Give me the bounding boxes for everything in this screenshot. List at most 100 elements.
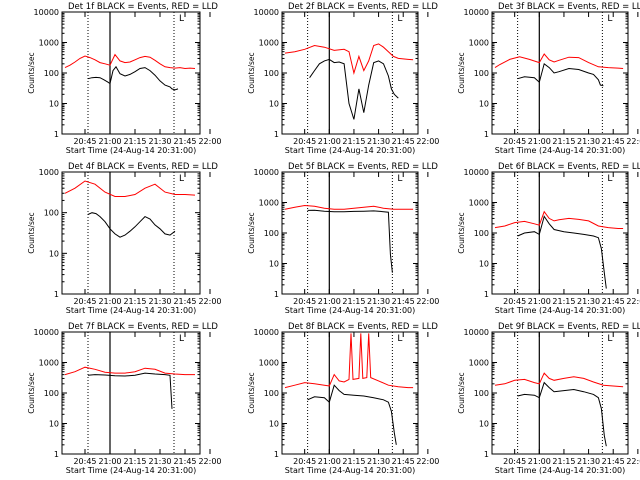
series-events-line [87,65,179,91]
x-tick-label: 21:15 [123,137,146,146]
series-lld-line [64,180,196,197]
y-tick-label: 1 [274,130,279,139]
series-lld-line [64,366,195,376]
x-tick-label: 21:15 [552,457,575,466]
y-tick-label: 100 [474,229,489,238]
x-tick-label: 21:15 [342,297,365,306]
x-tick-label: 21:30 [367,297,390,306]
series-lld-line [284,333,414,389]
y-tick-label: 10000 [464,8,489,17]
x-tick-label: 22:00 [198,457,221,466]
x-tick-label: 20:45 [73,457,96,466]
x-tick-label: 21:45 [602,297,625,306]
panel-det-3: Det 3f BLACK = Events, RED = LLD 1 10 100 10… [457,2,640,155]
plot-frame [61,331,201,455]
series-lld-line [494,210,624,229]
y-tick-label: 10 [269,100,279,109]
x-tick-label: 21:45 [173,137,196,146]
y-tick-label: 100 [264,389,279,398]
series-events-line [309,58,399,120]
x-tick-label: 21:30 [148,297,171,306]
y-tick-label: 10 [49,100,59,109]
y-tick-label: 10000 [254,168,279,177]
panel-det-8: Det 8f BLACK = Events, RED = LLD 1 10 100 10… [247,322,439,475]
y-tick-label: 10000 [254,8,279,17]
corner-mark: L [607,334,612,344]
y-tick-label: 1000 [469,39,489,48]
series-events-line [517,215,607,289]
x-tick-label: 21:45 [173,457,196,466]
x-tick-label: 21:45 [392,137,415,146]
y-tick-label: 10000 [34,328,59,337]
plot-frame [491,171,629,295]
panel-title: Det 7f BLACK = Events, RED = LLD [68,322,218,332]
x-tick-label: 21:15 [342,137,365,146]
panel-title: Det 8f BLACK = Events, RED = LLD [288,322,438,332]
corner-mark: L [179,334,184,344]
y-tick-label: 10000 [464,168,489,177]
corner-mark: L [397,174,402,184]
x-tick-label: 22:00 [416,297,439,306]
plot-frame [61,171,201,295]
panel-title: Det 2f BLACK = Events, RED = LLD [288,2,438,12]
y-tick-label: 100 [474,69,489,78]
series-events-line [87,212,176,238]
panel-det-5: Det 5f BLACK = Events, RED = LLD 1 10 100 10… [247,162,439,315]
panel-title: Det 5f BLACK = Events, RED = LLD [288,162,438,172]
corner-mark: L [607,14,612,24]
x-axis-label: Start Time (24-Aug-14 20:31:00) [285,306,416,315]
plot-frame [491,331,629,455]
y-tick-label: 1000 [469,199,489,208]
x-tick-label: 20:45 [293,457,316,466]
x-tick-label: 22:00 [626,457,640,466]
y-tick-label: 1 [274,450,279,459]
x-tick-label: 21:30 [367,457,390,466]
x-tick-label: 22:00 [626,137,640,146]
x-tick-label: 21:00 [318,297,341,306]
y-tick-label: 10 [479,100,489,109]
plot-frame [491,11,629,135]
y-axis-label: Counts/sec [457,372,466,413]
x-axis-label: Start Time (24-Aug-14 20:31:00) [66,306,197,315]
y-tick-label: 1000 [469,359,489,368]
x-axis-label: Start Time (24-Aug-14 20:31:00) [495,466,626,475]
y-tick-label: 10 [49,420,59,429]
x-tick-label: 20:45 [73,297,96,306]
y-tick-label: 100 [264,229,279,238]
x-tick-label: 21:45 [392,457,415,466]
x-tick-label: 21:15 [552,297,575,306]
y-tick-label: 10000 [464,328,489,337]
panel-title: Det 1f BLACK = Events, RED = LLD [68,2,218,12]
y-tick-label: 1 [54,290,59,299]
y-tick-label: 1 [274,290,279,299]
y-tick-label: 10 [49,249,59,258]
corner-mark: L [397,14,402,24]
y-axis-label: Counts/sec [457,212,466,253]
x-tick-label: 22:00 [198,297,221,306]
panel-det-7: Det 7f BLACK = Events, RED = LLD 1 10 100 10… [27,322,222,475]
x-tick-label: 21:15 [123,297,146,306]
panel-det-2: Det 2f BLACK = Events, RED = LLD 1 10 100 10… [247,2,439,155]
plot-frame [281,171,419,295]
x-axis-label: Start Time (24-Aug-14 20:31:00) [285,146,416,155]
y-tick-label: 1000 [259,359,279,368]
panel-det-4: Det 4f BLACK = Events, RED = LLD 1 10 100 10… [27,162,222,315]
panel-det-6: Det 6f BLACK = Events, RED = LLD 1 10 100 10… [457,162,640,315]
x-axis-label: Start Time (24-Aug-14 20:31:00) [66,146,197,155]
panel-title: Det 6f BLACK = Events, RED = LLD [498,162,640,172]
x-tick-label: 21:45 [602,457,625,466]
x-tick-label: 22:00 [626,297,640,306]
x-tick-label: 21:30 [577,297,600,306]
x-axis-label: Start Time (24-Aug-14 20:31:00) [285,466,416,475]
x-tick-label: 21:30 [148,457,171,466]
x-axis-label: Start Time (24-Aug-14 20:31:00) [495,306,626,315]
series-lld-line [64,53,196,70]
series-lld-line [284,43,414,75]
y-tick-label: 1000 [259,199,279,208]
y-tick-label: 1000 [39,168,59,177]
y-tick-label: 100 [474,389,489,398]
y-tick-label: 1 [484,290,489,299]
panel-title: Det 3f BLACK = Events, RED = LLD [498,2,640,12]
series-lld-line [494,53,624,69]
